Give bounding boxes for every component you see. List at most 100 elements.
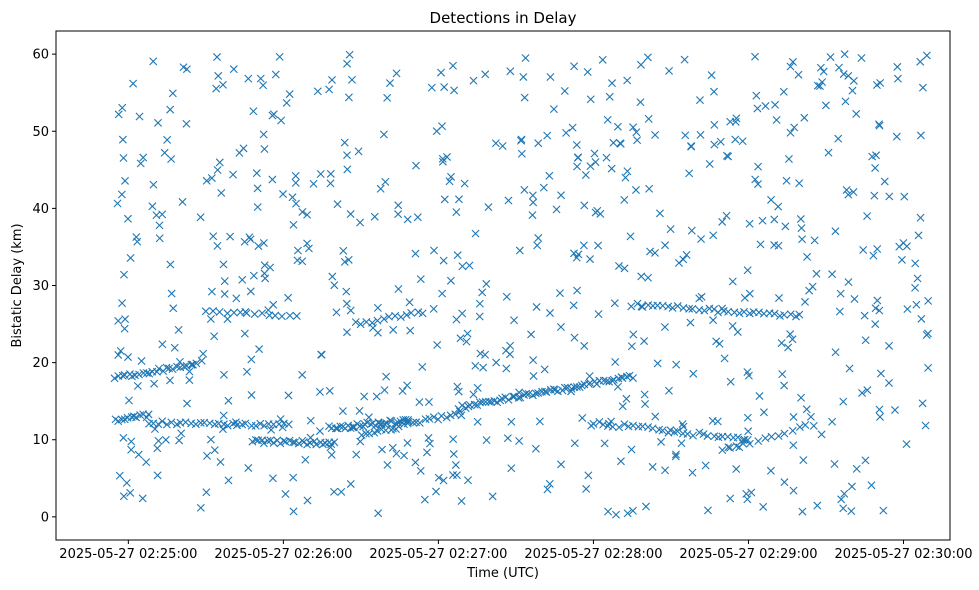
data-point-x-marker: [685, 169, 694, 178]
data-point-x-marker: [220, 290, 229, 299]
data-point-x-marker: [404, 417, 413, 426]
data-point-x-marker: [665, 66, 674, 75]
data-point-x-marker: [858, 388, 867, 397]
data-point-x-marker: [767, 195, 776, 204]
data-point-x-marker: [637, 302, 646, 311]
data-point-x-marker: [217, 188, 226, 197]
data-point-x-marker: [867, 481, 876, 490]
data-point-x-marker: [875, 405, 884, 414]
data-point-x-marker: [900, 192, 909, 201]
data-point-x-marker: [569, 301, 578, 310]
data-point-x-marker: [223, 315, 232, 324]
data-point-x-marker: [271, 311, 280, 320]
data-point-x-marker: [429, 304, 438, 313]
data-point-x-marker: [767, 432, 776, 441]
data-point-x-marker: [355, 421, 364, 430]
data-point-x-marker: [504, 395, 513, 404]
data-point-x-marker: [671, 452, 680, 461]
data-point-x-marker: [318, 440, 327, 449]
data-point-x-marker: [874, 120, 883, 129]
data-point-x-marker: [531, 389, 540, 398]
data-point-x-marker: [780, 429, 789, 438]
data-point-x-marker: [366, 420, 375, 429]
data-point-x-marker: [260, 261, 269, 270]
data-point-x-marker: [580, 341, 589, 350]
data-point-x-marker: [557, 191, 566, 200]
data-point-x-marker: [893, 74, 902, 83]
data-point-x-marker: [572, 382, 581, 391]
data-point-x-marker: [876, 78, 885, 87]
data-point-x-marker: [789, 441, 798, 450]
data-point-x-marker: [705, 160, 714, 168]
data-point-x-marker: [733, 327, 742, 336]
data-point-x-marker: [387, 417, 396, 426]
data-point-x-marker: [451, 460, 460, 469]
data-point-x-marker: [451, 410, 460, 419]
data-point-x-marker: [752, 91, 761, 100]
data-point-x-marker: [771, 100, 780, 109]
data-point-x-marker: [852, 464, 861, 473]
data-point-x-marker: [831, 348, 840, 357]
data-point-x-marker: [789, 486, 798, 495]
data-point-x-marker: [519, 72, 528, 81]
data-point-x-marker: [612, 510, 620, 519]
data-point-x-marker: [115, 471, 124, 480]
data-point-x-marker: [680, 55, 689, 64]
data-point-x-marker: [539, 183, 548, 192]
data-point-x-marker: [701, 461, 710, 470]
data-point-x-marker: [267, 425, 276, 434]
data-point-x-marker: [840, 50, 849, 59]
data-point-x-marker: [258, 309, 267, 318]
data-point-x-marker: [620, 264, 629, 273]
data-point-x-marker: [831, 227, 840, 236]
data-point-x-marker: [209, 232, 218, 241]
data-point-x-marker: [552, 205, 561, 214]
data-point-x-marker: [813, 501, 822, 510]
data-point-x-marker: [292, 199, 301, 208]
data-point-x-marker: [507, 464, 516, 473]
data-point-x-marker: [840, 489, 849, 498]
data-point-x-marker: [799, 456, 808, 465]
data-point-x-marker: [679, 255, 688, 264]
data-point-x-marker: [532, 302, 541, 311]
data-point-x-marker: [510, 316, 519, 325]
data-point-x-marker: [848, 86, 857, 95]
data-point-x-marker: [923, 329, 932, 338]
data-point-x-marker: [770, 215, 779, 224]
data-point-x-marker: [637, 272, 646, 281]
data-point-x-marker: [924, 296, 933, 305]
data-point-x-marker: [695, 428, 704, 437]
data-point-x-marker: [753, 180, 762, 189]
data-point-x-marker: [294, 439, 303, 448]
data-point-x-marker: [149, 57, 158, 66]
data-point-x-marker: [478, 398, 487, 407]
data-point-x-marker: [427, 83, 436, 92]
data-point-x-marker: [718, 217, 727, 226]
data-point-x-marker: [168, 365, 177, 374]
data-point-x-marker: [182, 119, 191, 128]
data-point-x-marker: [344, 93, 353, 102]
data-point-x-marker: [618, 374, 627, 383]
data-point-x-marker: [327, 450, 336, 459]
data-point-x-marker: [110, 374, 119, 383]
data-point-x-marker: [340, 257, 349, 266]
data-point-x-marker: [674, 258, 683, 267]
data-point-x-marker: [446, 411, 455, 420]
data-point-x-marker: [179, 63, 188, 72]
data-point-x-marker: [515, 436, 524, 445]
data-point-x-marker: [252, 169, 261, 178]
data-point-x-marker: [784, 155, 793, 164]
data-point-x-marker: [154, 118, 162, 127]
data-point-x-marker: [368, 318, 377, 327]
data-point-x-marker: [620, 195, 629, 204]
data-point-x-marker: [724, 443, 733, 452]
data-point-x-marker: [326, 179, 335, 188]
data-point-x-marker: [857, 54, 866, 63]
data-point-x-marker: [890, 406, 899, 415]
data-point-x-marker: [788, 57, 797, 66]
data-point-x-marker: [240, 329, 249, 338]
data-point-x-marker: [819, 67, 828, 76]
data-point-x-marker: [203, 451, 212, 460]
data-point-x-marker: [818, 78, 827, 87]
